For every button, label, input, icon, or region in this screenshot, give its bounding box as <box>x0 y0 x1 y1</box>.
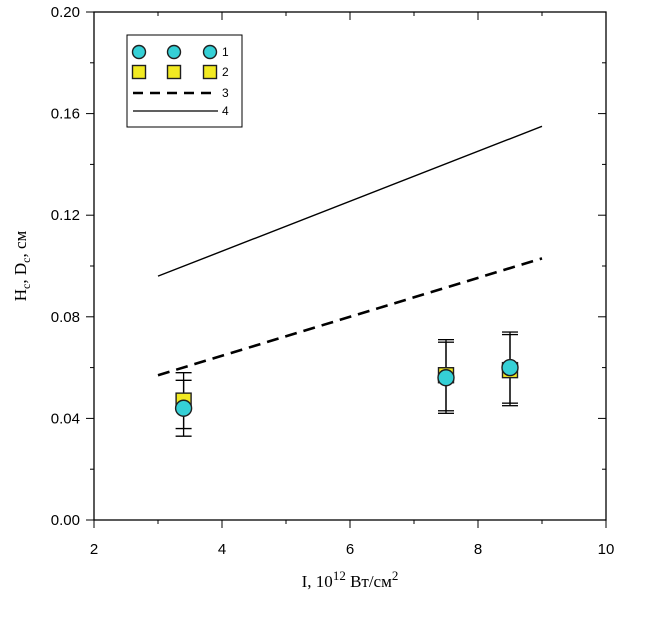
legend-marker-1 <box>131 44 147 60</box>
legend-marker-2 <box>166 64 182 80</box>
data-series <box>157 125 543 437</box>
y-tick-label: 0.20 <box>51 4 80 21</box>
series-1-point <box>174 399 193 417</box>
y-tick-label: 0.16 <box>51 106 80 123</box>
y-tick-label: 0.12 <box>51 207 80 224</box>
legend-label-1: 1 <box>222 45 229 59</box>
series-3-line <box>157 257 543 377</box>
legend-label-4: 4 <box>222 104 229 118</box>
legend-box <box>126 34 243 128</box>
y-axis-label: Hc, Dc, см <box>11 231 33 302</box>
series-4-line <box>157 125 543 277</box>
legend-marker-2 <box>202 64 218 80</box>
y-tick-label: 0.08 <box>51 309 80 326</box>
x-tick-label: 8 <box>474 541 482 558</box>
axes: 2 4 6 8 10 0.00 0.04 0.08 0.12 0.16 0.20 <box>51 4 615 558</box>
legend-label-2: 2 <box>222 65 229 79</box>
y-tick-label: 0.00 <box>51 512 80 529</box>
x-tick-label: 6 <box>346 541 354 558</box>
x-tick-label: 4 <box>218 541 226 558</box>
series-1-point <box>437 369 455 387</box>
series-1-point <box>501 358 519 377</box>
legend-label-3: 3 <box>222 86 229 100</box>
legend-marker-2 <box>131 64 147 80</box>
x-tick-label: 10 <box>598 541 615 558</box>
y-tick-label: 0.04 <box>51 410 80 427</box>
legend-marker-1 <box>166 44 182 60</box>
x-axis-label: I, 1012 Вт/см2 <box>302 568 399 591</box>
legend: 1 2 3 4 <box>126 34 243 128</box>
x-tick-label: 2 <box>90 541 98 558</box>
legend-marker-1 <box>202 44 218 60</box>
